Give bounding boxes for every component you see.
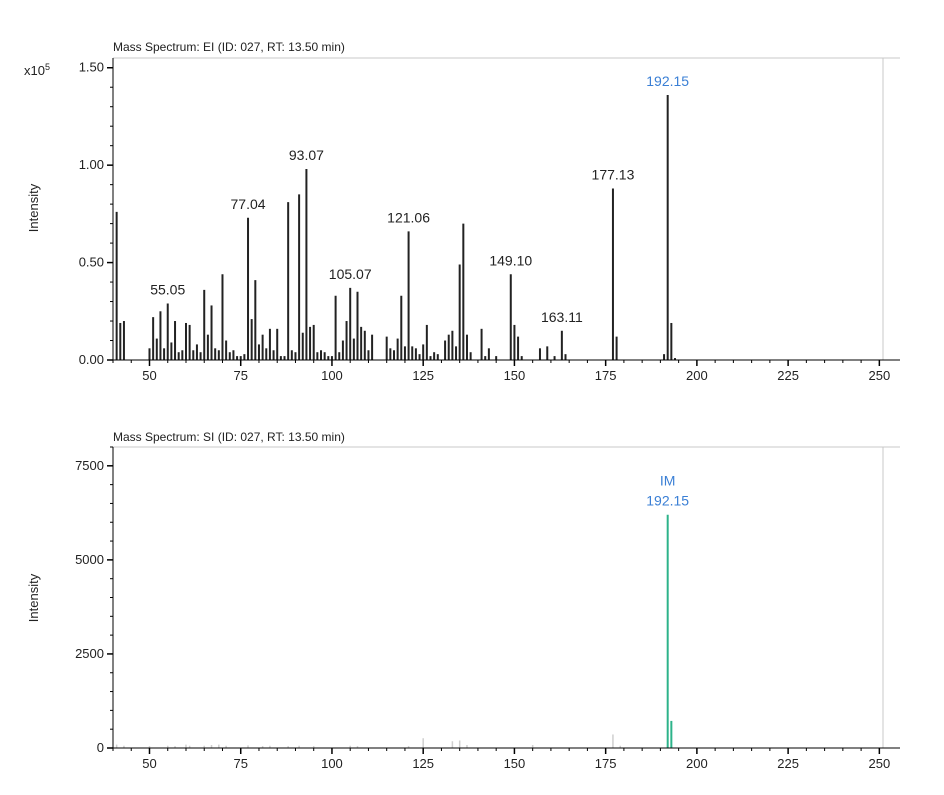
si-x-tick-label-75: 75 xyxy=(233,756,247,771)
ei-y-scale-exponent: 5 xyxy=(45,62,50,72)
ei-y-tick-label-0: 0.00 xyxy=(79,352,104,367)
si-x-tick-label-175: 175 xyxy=(595,756,617,771)
ei-spectrum-title: Mass Spectrum: EI (ID: 027, RT: 13.50 mi… xyxy=(113,40,345,54)
ei-peak-label-77-04: 77.04 xyxy=(231,196,266,212)
si-x-tick-label-200: 200 xyxy=(686,756,708,771)
ei-x-tick-label-125: 125 xyxy=(412,368,434,383)
ei-x-tick-label-100: 100 xyxy=(321,368,343,383)
ei-x-tick-label-200: 200 xyxy=(686,368,708,383)
ei-y-scale-base: x10 xyxy=(24,63,45,78)
ei-peak-label-55-05: 55.05 xyxy=(150,281,185,297)
ei-x-tick-label-50: 50 xyxy=(142,368,156,383)
ei-y-scale-label: x105 xyxy=(24,62,50,78)
si-x-tick-label-150: 150 xyxy=(504,756,526,771)
si-x-tick-label-250: 250 xyxy=(868,756,890,771)
ei-x-tick-label-250: 250 xyxy=(868,368,890,383)
ei-peak-label-93-07: 93.07 xyxy=(289,147,324,163)
si-y-tick-label-0: 0 xyxy=(97,740,104,755)
ei-y-tick-label-2: 1.00 xyxy=(79,157,104,172)
si-spectrum-panel: Mass Spectrum: SI (ID: 027, RT: 13.50 mi… xyxy=(26,430,900,771)
ei-peak-label-177-13: 177.13 xyxy=(592,167,635,183)
si-x-tick-label-100: 100 xyxy=(321,756,343,771)
ei-peak-label-163-11: 163.11 xyxy=(541,309,583,325)
si-spectrum-title: Mass Spectrum: SI (ID: 027, RT: 13.50 mi… xyxy=(113,430,345,444)
ei-x-tick-label-225: 225 xyxy=(777,368,799,383)
si-x-tick-label-225: 225 xyxy=(777,756,799,771)
si-y-axis-label: Intensity xyxy=(26,573,41,622)
si-x-tick-label-125: 125 xyxy=(412,756,434,771)
ei-x-tick-label-75: 75 xyxy=(233,368,247,383)
ei-y-axis-label: Intensity xyxy=(26,183,41,232)
si-y-tick-label-1: 2500 xyxy=(75,646,104,661)
si-y-tick-label-3: 7500 xyxy=(75,458,104,473)
ei-peak-label-105-07: 105.07 xyxy=(329,266,372,282)
ei-x-tick-label-175: 175 xyxy=(595,368,617,383)
ei-peak-label-192-15: 192.15 xyxy=(646,73,689,89)
si-peak-label-192-15: 192.15 xyxy=(646,493,689,509)
ei-spectrum-panel: Mass Spectrum: EI (ID: 027, RT: 13.50 mi… xyxy=(24,40,900,383)
si-x-tick-label-50: 50 xyxy=(142,756,156,771)
si-peak-tag-im: IM xyxy=(660,473,676,489)
ei-y-tick-label-3: 1.50 xyxy=(79,60,104,75)
si-y-tick-label-2: 5000 xyxy=(75,552,104,567)
ei-y-tick-label-1: 0.50 xyxy=(79,255,104,270)
ei-peak-label-121-06: 121.06 xyxy=(387,209,430,225)
ei-peak-label-149-10: 149.10 xyxy=(489,252,532,268)
ei-x-tick-label-150: 150 xyxy=(504,368,526,383)
